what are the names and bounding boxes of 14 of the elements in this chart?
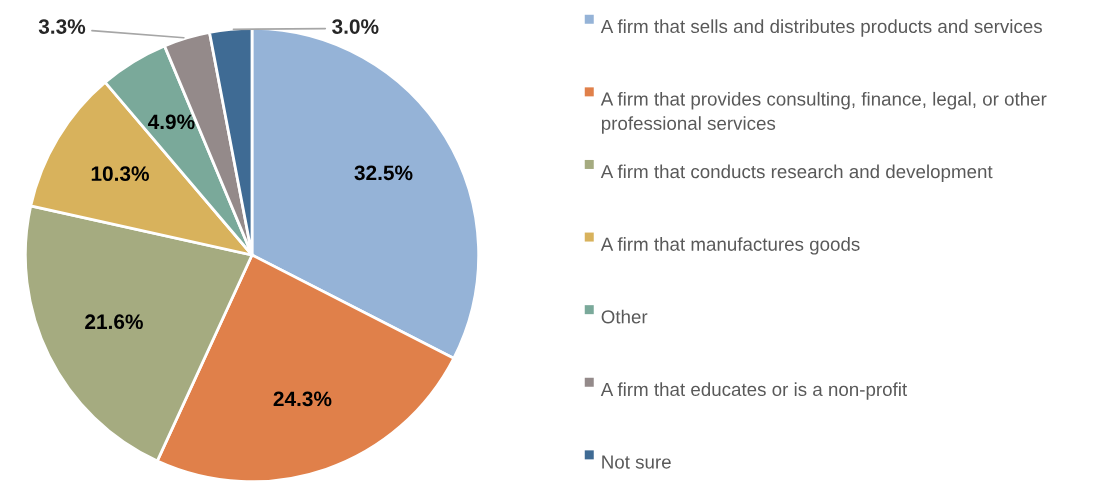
data-label: 4.9% (147, 114, 195, 130)
data-label: 24.3% (273, 391, 332, 407)
legend-label: Other (601, 309, 648, 324)
data-label: 3.3% (38, 19, 86, 34)
data-label: 21.6% (85, 314, 143, 330)
data-label: 32.5% (354, 165, 413, 181)
legend-label: A firm that educates or is a non-profit (600, 382, 908, 400)
data-label: 10.3% (91, 166, 149, 182)
data-label: 3.0% (332, 19, 379, 34)
legend-label: A firm that provides consulting, finance, legal, or other professional services (600, 91, 1047, 134)
legend-label: A firm that conducts research and development (600, 164, 993, 182)
legend-label: Not sure (602, 455, 671, 469)
legend-label: A firm that manufactures goods (600, 237, 860, 255)
legend-label: A firm that sells and distributes products and services (600, 19, 1042, 37)
